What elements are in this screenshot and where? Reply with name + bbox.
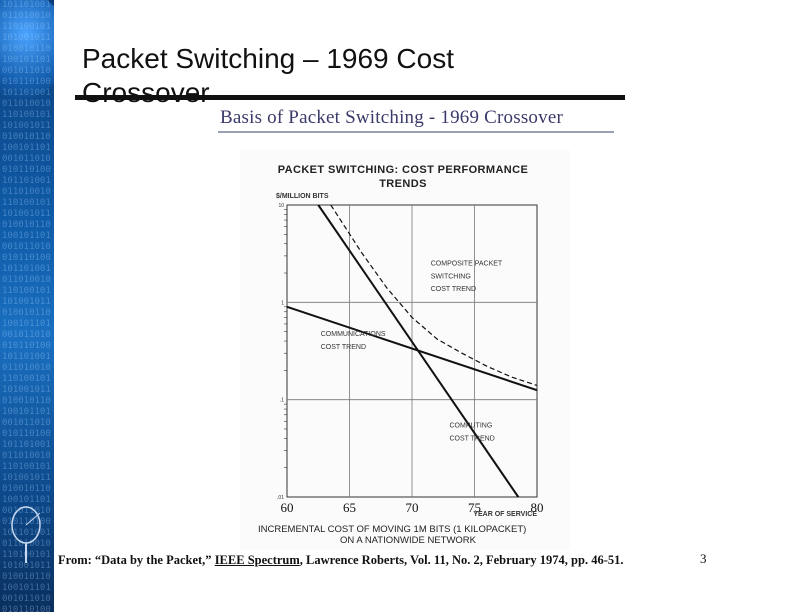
source-citation: From: “Data by the Packet,” IEEE Spectru… (58, 553, 624, 568)
source-prefix: From: “Data by the Packet,” (58, 553, 215, 567)
chart-series (286, 204, 538, 498)
y-tick-label: .1 (280, 398, 284, 404)
x-tick-label: 65 (343, 500, 356, 515)
chart-figure (240, 150, 570, 550)
y-tick-label: 1 (281, 300, 284, 306)
series-annotation: COST TREND (431, 286, 476, 293)
x-tick-label: 70 (406, 500, 419, 515)
x-tick-label: 75 (468, 500, 481, 515)
figure-heading-rule (218, 131, 614, 133)
series-line-3 (330, 204, 538, 386)
series-annotation: SWITCHING (431, 274, 471, 281)
x-axis-label: YEAR OF SERVICE (473, 511, 537, 518)
chart-grid (286, 204, 538, 498)
series-annotation: COST TREND (450, 436, 495, 443)
y-axis-label: $/MILLION BITS (276, 193, 329, 200)
series-annotation: COMPOSITE PACKET (431, 260, 503, 267)
x-tick-label: 60 (281, 500, 294, 515)
figure-heading: Basis of Packet Switching - 1969 Crossov… (220, 107, 563, 128)
decorative-side-strip: 1011010010110100101101001011010010110100… (0, 0, 54, 612)
slide-title: Packet Switching – 1969 Cost Crossover (82, 43, 454, 108)
chart-caption-line-2: ON A NATIONWIDE NETWORK (340, 535, 477, 546)
x-tick-label: 80 (531, 500, 544, 515)
chart-ticks: 60 65 70 75 80 10 1 .1 .01 (277, 203, 543, 515)
globe-image (0, 0, 54, 100)
y-tick-label: .01 (277, 495, 284, 501)
series-annotation: COMPUTING (450, 422, 493, 429)
series-annotation: COMMUNICATIONS (321, 331, 386, 338)
series-line-2 (317, 204, 520, 498)
page-number: 3 (700, 551, 707, 566)
chart-caption-line-1: INCREMENTAL COST OF MOVING 1M BITS (1 KI… (258, 524, 526, 535)
series-annotation: COST TREND (321, 344, 366, 351)
satellite-dish-icon (11, 506, 41, 563)
y-tick-label: 10 (278, 203, 284, 209)
source-journal: IEEE Spectrum (214, 553, 300, 567)
title-underline (75, 95, 625, 100)
chart-annotations: COMPOSITE PACKET SWITCHING COST TREND COMMU… (321, 260, 503, 442)
source-suffix: , Lawrence Roberts, Vol. 11, No. 2, Febr… (299, 553, 624, 567)
chart-title: PACKET SWITCHING: COST PERFORMANCE TREND… (277, 164, 529, 190)
series-line-1 (286, 305, 538, 392)
